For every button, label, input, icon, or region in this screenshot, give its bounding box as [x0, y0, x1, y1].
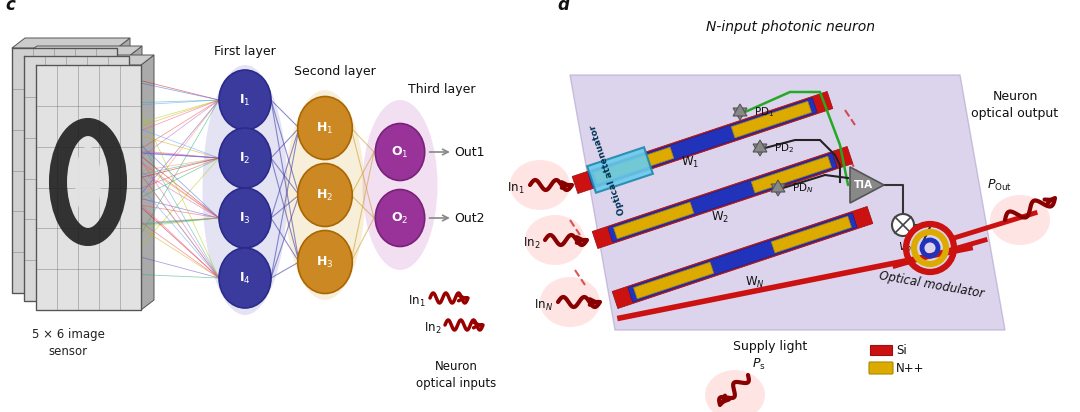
Text: PD$_2$: PD$_2$: [774, 141, 794, 155]
Text: TIA: TIA: [853, 180, 873, 190]
Text: $V_b$: $V_b$: [897, 240, 913, 254]
Text: d: d: [557, 0, 569, 14]
Text: W$_2$: W$_2$: [711, 210, 729, 225]
Ellipse shape: [510, 160, 570, 210]
Polygon shape: [771, 180, 785, 192]
Text: In$_2$: In$_2$: [523, 235, 540, 250]
Ellipse shape: [285, 90, 365, 300]
Text: In$_N$: In$_N$: [534, 297, 553, 313]
Text: I$_3$: I$_3$: [239, 211, 251, 225]
Ellipse shape: [75, 146, 102, 218]
Polygon shape: [588, 147, 653, 193]
Polygon shape: [12, 48, 117, 293]
Circle shape: [892, 214, 914, 236]
Polygon shape: [612, 206, 873, 309]
Ellipse shape: [219, 188, 271, 248]
FancyBboxPatch shape: [869, 362, 893, 374]
Ellipse shape: [298, 96, 352, 159]
Text: 5 × 6 image
sensor: 5 × 6 image sensor: [31, 328, 105, 358]
Polygon shape: [117, 38, 130, 293]
Polygon shape: [771, 216, 851, 253]
Text: O$_1$: O$_1$: [391, 145, 408, 159]
Polygon shape: [36, 55, 154, 65]
FancyBboxPatch shape: [870, 345, 892, 355]
Ellipse shape: [363, 100, 437, 270]
Text: Neuron
optical inputs: Neuron optical inputs: [416, 360, 496, 390]
Polygon shape: [850, 167, 885, 203]
Text: I$_1$: I$_1$: [240, 92, 251, 108]
Text: c: c: [5, 0, 15, 14]
Polygon shape: [141, 55, 154, 310]
Polygon shape: [594, 147, 674, 184]
Text: Second layer: Second layer: [294, 65, 376, 78]
Polygon shape: [634, 262, 714, 299]
Ellipse shape: [219, 70, 271, 130]
Ellipse shape: [298, 230, 352, 293]
Text: PD$_N$: PD$_N$: [792, 181, 813, 195]
Text: W$_N$: W$_N$: [745, 275, 765, 290]
Polygon shape: [608, 153, 837, 242]
Polygon shape: [36, 65, 141, 310]
Ellipse shape: [203, 65, 287, 315]
Text: Si: Si: [896, 344, 907, 356]
Text: $P_{\mathrm{Out}}$: $P_{\mathrm{Out}}$: [987, 178, 1013, 193]
Polygon shape: [129, 46, 141, 301]
Ellipse shape: [376, 190, 424, 246]
Ellipse shape: [990, 195, 1050, 245]
Text: Optical modulator: Optical modulator: [878, 269, 985, 301]
Text: N-input photonic neuron: N-input photonic neuron: [705, 20, 875, 34]
Polygon shape: [753, 144, 767, 156]
Polygon shape: [753, 140, 767, 152]
Text: Out2: Out2: [455, 211, 485, 225]
Polygon shape: [24, 56, 129, 301]
Polygon shape: [592, 146, 853, 248]
Polygon shape: [613, 202, 693, 239]
Ellipse shape: [219, 248, 271, 308]
Ellipse shape: [376, 124, 424, 180]
Polygon shape: [733, 108, 747, 120]
Text: In$_2$: In$_2$: [423, 321, 441, 335]
Text: H$_2$: H$_2$: [316, 187, 334, 203]
Text: H$_1$: H$_1$: [316, 120, 334, 136]
Text: I$_2$: I$_2$: [240, 150, 251, 166]
Text: Optical attenuator: Optical attenuator: [589, 124, 627, 216]
Text: H$_3$: H$_3$: [316, 255, 334, 269]
Ellipse shape: [540, 277, 600, 327]
Text: Out1: Out1: [455, 145, 485, 159]
Text: First layer: First layer: [214, 45, 275, 58]
Text: Neuron
optical output: Neuron optical output: [971, 90, 1058, 120]
Polygon shape: [572, 91, 833, 194]
Text: N++: N++: [896, 361, 924, 375]
Text: O$_2$: O$_2$: [391, 211, 408, 225]
Polygon shape: [570, 75, 1005, 330]
Polygon shape: [771, 184, 785, 196]
Polygon shape: [24, 46, 141, 56]
Polygon shape: [752, 156, 832, 193]
Ellipse shape: [298, 164, 352, 227]
Polygon shape: [627, 213, 858, 302]
Text: In$_1$: In$_1$: [408, 293, 426, 309]
Text: $P_{\mathrm{s}}$: $P_{\mathrm{s}}$: [752, 357, 766, 372]
Text: W$_1$: W$_1$: [680, 155, 699, 170]
Text: I$_4$: I$_4$: [239, 270, 251, 286]
Ellipse shape: [219, 128, 271, 188]
Polygon shape: [588, 98, 818, 187]
Text: Supply light: Supply light: [733, 340, 807, 353]
Polygon shape: [731, 101, 811, 138]
Polygon shape: [733, 104, 747, 116]
Ellipse shape: [705, 370, 765, 412]
Text: PD$_1$: PD$_1$: [754, 105, 774, 119]
Ellipse shape: [525, 215, 585, 265]
Polygon shape: [12, 38, 130, 48]
Text: Third layer: Third layer: [408, 83, 476, 96]
Text: In$_1$: In$_1$: [508, 180, 525, 196]
